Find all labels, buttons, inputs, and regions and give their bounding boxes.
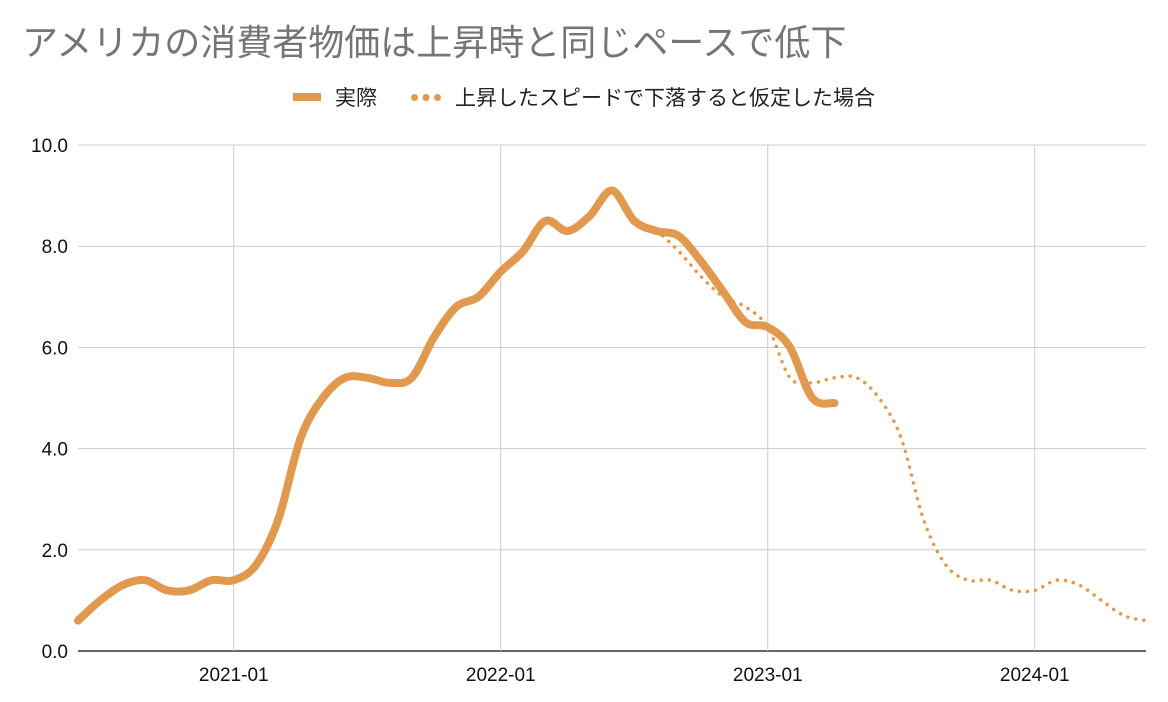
x-tick-label: 2023-01 [733,665,803,686]
x-tick-label: 2021-01 [199,665,269,686]
tick-labels: 0.0 2.0 4.0 6.0 8.0 10.0 2021-01 2022-01 2023-01… [31,136,1070,686]
y-tick-label: 0.0 [42,642,68,663]
legend-item-actual[interactable]: 実際 [293,82,377,112]
series-line-actual[interactable] [74,186,839,625]
y-tick-label: 4.0 [42,440,68,461]
grid-lines [78,144,1146,652]
y-tick-label: 2.0 [42,541,68,562]
y-tick-label: 8.0 [42,237,68,258]
legend-item-projection[interactable]: 上昇したスピードで下落すると仮定した場合 [411,82,875,112]
legend-swatch-dotted [411,93,441,101]
x-tick-label: 2024-01 [1000,665,1070,686]
series-line-projection[interactable] [632,219,1148,623]
chart-title: アメリカの消費者物価は上昇時と同じペースで低下 [22,23,847,64]
legend-swatch-solid [293,93,321,101]
y-tick-label: 10.0 [31,136,68,157]
legend-label-actual: 実際 [335,86,377,110]
series-lines [74,186,1148,625]
legend: 実際 上昇したスピードで下落すると仮定した場合 [0,82,1168,112]
legend-label-projection: 上昇したスピードで下落すると仮定した場合 [455,86,875,110]
x-tick-label: 2022-01 [466,665,536,686]
y-tick-label: 6.0 [42,338,68,359]
